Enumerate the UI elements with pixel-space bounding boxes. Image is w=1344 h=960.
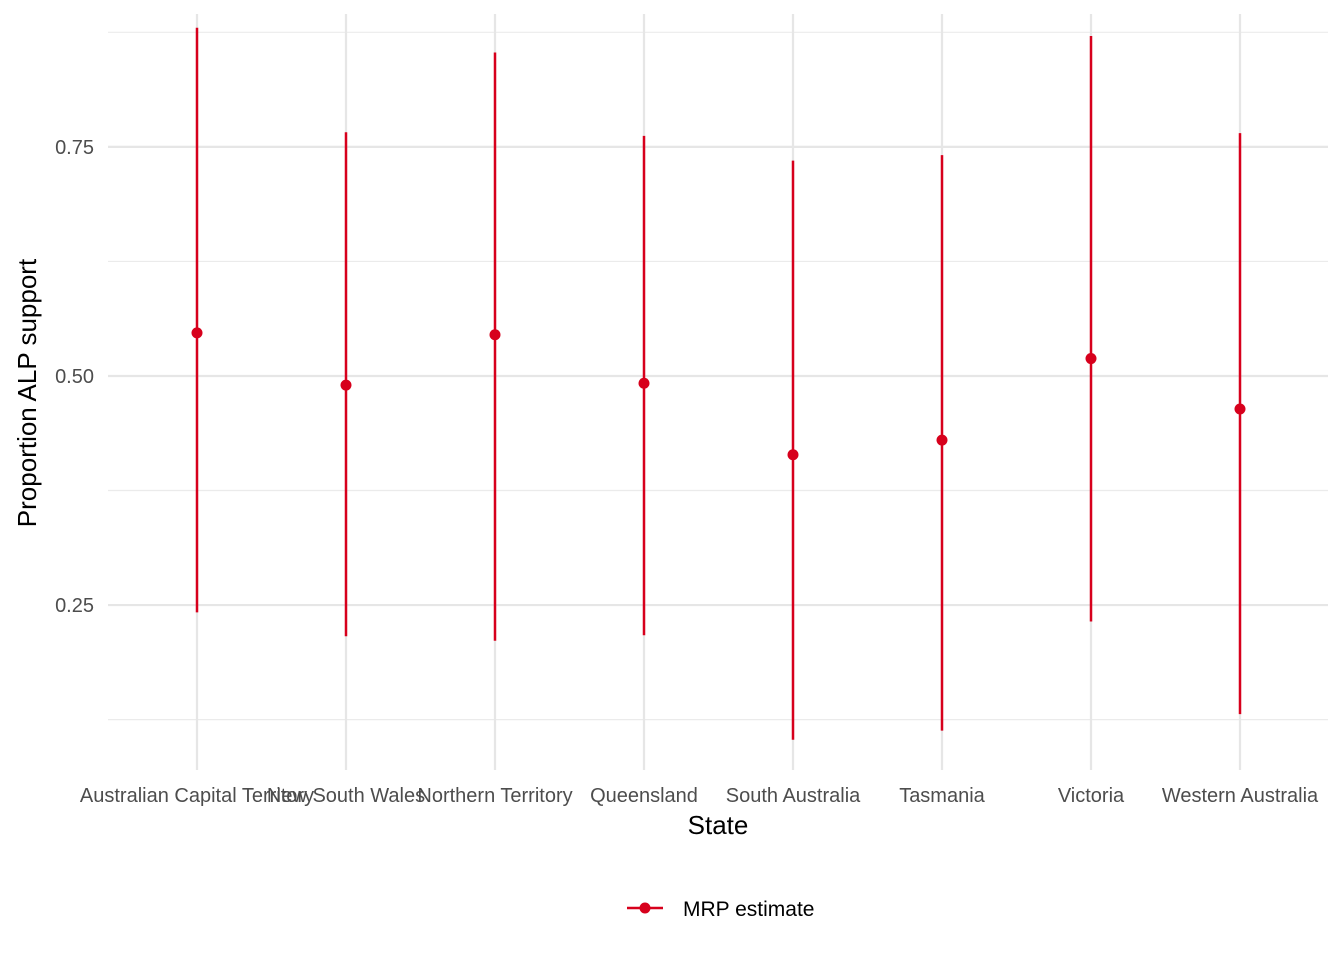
estimate-point [638, 377, 650, 389]
y-axis-title: Proportion ALP support [12, 258, 42, 527]
legend-point-key [639, 902, 651, 914]
y-tick-label: 0.50 [55, 366, 94, 388]
estimate-point [340, 379, 352, 391]
estimate-point [1234, 403, 1246, 415]
estimate-point [489, 329, 501, 341]
minor-gridlines [108, 31, 1328, 721]
x-tick-label: Northern Territory [417, 785, 572, 807]
major-gridlines [108, 14, 1328, 770]
y-tick-label: 0.75 [55, 137, 94, 159]
y-axis-tick-labels: 0.25 0.50 0.75 [55, 137, 94, 617]
x-tick-label: Western Australia [1162, 785, 1319, 807]
estimate-point [191, 327, 203, 339]
error-bars [195, 27, 1242, 740]
estimate-point [787, 449, 799, 461]
x-tick-label: South Australia [726, 785, 861, 807]
x-tick-label: Victoria [1058, 785, 1125, 807]
y-tick-label: 0.25 [55, 595, 94, 617]
legend-label: MRP estimate [683, 898, 815, 921]
x-tick-label: New South Wales [267, 785, 425, 807]
estimate-points [191, 327, 1246, 461]
x-tick-label: Australian Capital Territory [80, 785, 314, 807]
estimate-point [936, 434, 948, 446]
x-tick-label: Queensland [590, 785, 698, 807]
x-axis-title: State [688, 810, 749, 840]
legend: MRP estimate [627, 898, 815, 921]
estimate-point [1085, 353, 1097, 365]
x-tick-label: Tasmania [899, 785, 985, 807]
